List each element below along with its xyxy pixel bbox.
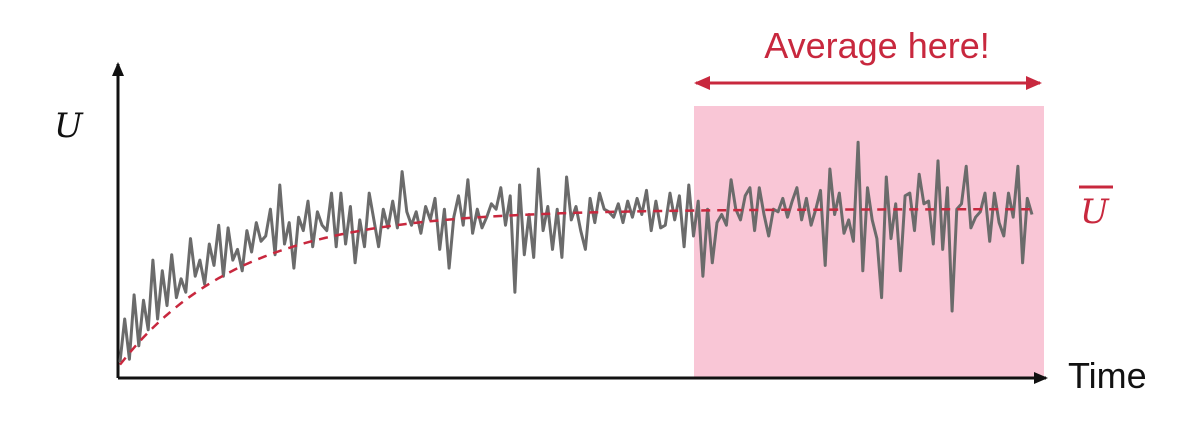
mean-curve [119,207,1033,366]
y-axis-label: U [54,106,84,146]
x-axis-label: Time [1068,355,1147,396]
u-bar-label: U [1080,192,1110,232]
signal-trace [118,140,1034,363]
averaging-window [694,106,1044,378]
average-here-label: Average here! [764,25,990,66]
